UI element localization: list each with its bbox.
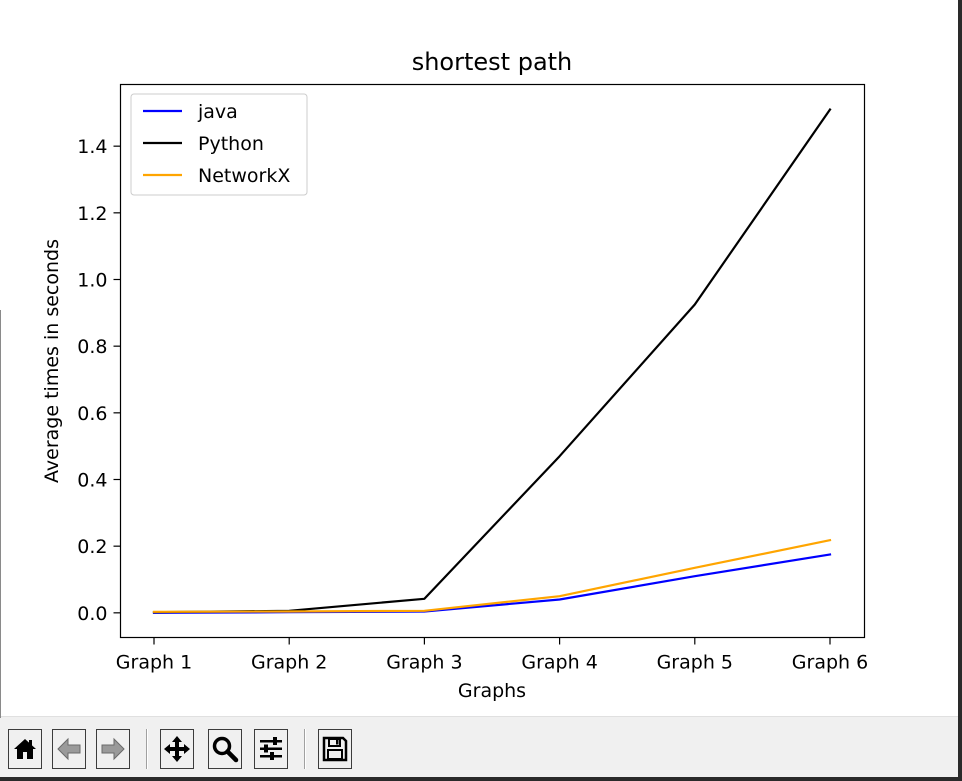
legend-label: NetworkX bbox=[198, 165, 290, 187]
window-border-bottom bbox=[0, 777, 962, 781]
line-chart: shortest path Graph 1 Graph 2 Graph 3 Graph… bbox=[41, 48, 868, 702]
y-tick-label: 0.8 bbox=[77, 336, 107, 358]
y-axis: 0.0 0.2 0.4 0.6 0.8 1.0 1.2 1.4 bbox=[77, 136, 121, 625]
x-tick-label: Graph 6 bbox=[792, 652, 868, 674]
toolbar-separator bbox=[304, 729, 306, 769]
x-tick-label: Graph 4 bbox=[521, 652, 597, 674]
window-border-right bbox=[958, 0, 962, 781]
home-icon bbox=[14, 739, 36, 759]
floppy-disk-icon bbox=[322, 736, 348, 762]
save-button[interactable] bbox=[318, 729, 352, 769]
chart-title: shortest path bbox=[412, 48, 573, 76]
y-tick-label: 0.4 bbox=[77, 470, 107, 492]
legend-box bbox=[130, 93, 308, 196]
arrow-right-icon bbox=[101, 737, 125, 761]
move-icon bbox=[164, 736, 190, 762]
y-tick-label: 0.0 bbox=[77, 603, 107, 625]
y-tick-label: 0.2 bbox=[77, 536, 107, 558]
forward-button[interactable] bbox=[96, 729, 130, 769]
legend: java Python NetworkX bbox=[130, 93, 308, 196]
legend-entries: java Python NetworkX bbox=[143, 101, 290, 187]
series-layer bbox=[152, 107, 832, 614]
toolbar-separator bbox=[146, 729, 148, 769]
series-line-networkx bbox=[152, 538, 832, 613]
zoom-button[interactable] bbox=[208, 729, 242, 769]
y-tick-label: 1.2 bbox=[77, 203, 107, 225]
y-axis-label: Average times in seconds bbox=[41, 239, 63, 483]
y-tick-label: 0.6 bbox=[77, 403, 107, 425]
plot-area: shortest path Graph 1 Graph 2 Graph 3 Graph… bbox=[41, 48, 868, 702]
y-tick-label: 1.0 bbox=[77, 270, 107, 292]
x-tick-label: Graph 1 bbox=[116, 652, 192, 674]
x-tick-label: Graph 2 bbox=[251, 652, 327, 674]
window-border-left bbox=[0, 310, 1, 718]
configure-subplots-button[interactable] bbox=[254, 729, 288, 769]
x-axis: Graph 1 Graph 2 Graph 3 Graph 4 Graph 5 Graph… bbox=[116, 637, 868, 674]
x-tick-label: Graph 5 bbox=[657, 652, 733, 674]
axes-frame bbox=[119, 83, 866, 639]
legend-label: Python bbox=[198, 133, 264, 155]
sliders-icon bbox=[260, 737, 282, 760]
x-axis-label: Graphs bbox=[458, 680, 526, 702]
x-tick-label: Graph 3 bbox=[386, 652, 462, 674]
back-button[interactable] bbox=[52, 729, 86, 769]
arrow-left-icon bbox=[57, 737, 81, 761]
pan-button[interactable] bbox=[160, 729, 194, 769]
magnifier-icon bbox=[212, 736, 239, 763]
legend-label: java bbox=[197, 101, 238, 123]
home-button[interactable] bbox=[8, 729, 42, 769]
navigation-toolbar bbox=[0, 716, 958, 777]
y-tick-label: 1.4 bbox=[77, 136, 107, 158]
